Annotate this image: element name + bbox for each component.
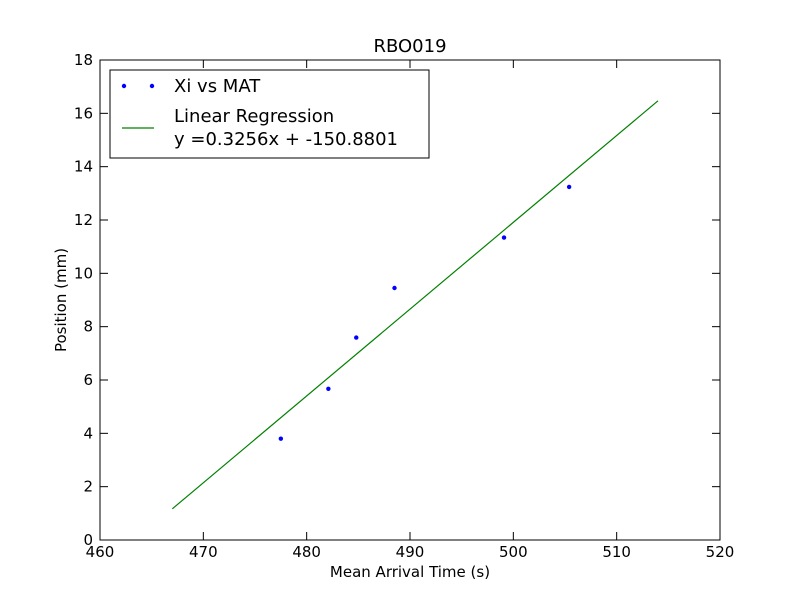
legend-label-equation: y =0.3256x + -150.8801 <box>174 129 398 150</box>
scatter-points-layer <box>278 184 572 441</box>
legend-marker-scatter <box>121 83 127 89</box>
x-axis: 460 470 480 490 500 510 520 <box>86 60 735 561</box>
x-tick-label: 490 <box>396 543 425 561</box>
x-tick-label: 460 <box>86 543 115 561</box>
y-tick-label: 6 <box>83 371 93 389</box>
x-tick-label: 480 <box>292 543 321 561</box>
y-tick-label: 0 <box>83 531 93 549</box>
data-point <box>354 335 359 340</box>
regression-line <box>171 100 659 510</box>
y-tick-label: 14 <box>74 158 93 176</box>
chart-title: RBO019 <box>373 36 446 57</box>
legend: Xi vs MAT Linear Regression y =0.3256x +… <box>109 69 430 159</box>
data-point <box>501 235 507 240</box>
data-point <box>392 285 397 291</box>
data-point <box>278 436 284 441</box>
y-tick-label: 18 <box>74 51 93 69</box>
y-tick-label: 4 <box>83 424 93 442</box>
x-tick-label: 470 <box>189 543 218 561</box>
legend-marker-scatter <box>149 83 155 89</box>
legend-label-scatter: Xi vs MAT <box>174 76 261 97</box>
legend-box <box>109 69 430 159</box>
data-point <box>566 184 572 190</box>
y-tick-label: 12 <box>74 211 93 229</box>
x-axis-label: Mean Arrival Time (s) <box>330 563 490 581</box>
y-tick-label: 16 <box>74 104 93 122</box>
y-tick-label: 8 <box>83 318 93 336</box>
x-tick-label: 510 <box>602 543 631 561</box>
y-tick-label: 10 <box>74 264 93 282</box>
x-tick-label: 520 <box>706 543 735 561</box>
data-point <box>326 386 331 391</box>
y-tick-label: 2 <box>83 478 93 496</box>
legend-label-regression: Linear Regression <box>174 106 334 127</box>
y-axis: 0 2 4 6 8 10 12 14 16 18 <box>74 51 720 549</box>
x-tick-label: 500 <box>499 543 528 561</box>
regression-line-layer <box>171 100 659 510</box>
y-axis-label: Position (mm) <box>52 248 70 352</box>
